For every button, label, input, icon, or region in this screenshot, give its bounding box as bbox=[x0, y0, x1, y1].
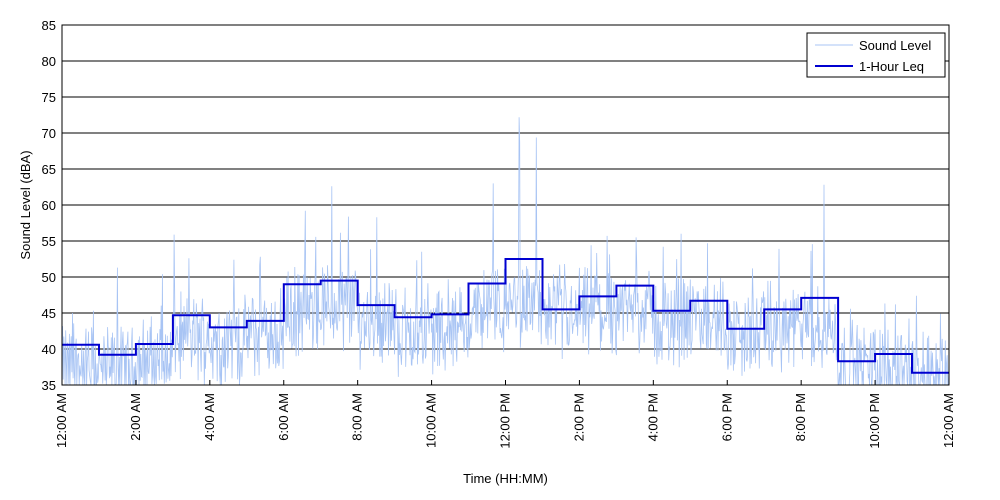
y-tick-label: 85 bbox=[42, 18, 56, 33]
y-tick-label: 50 bbox=[42, 270, 56, 285]
x-tick-label: 4:00 PM bbox=[645, 393, 660, 441]
legend: Sound Level 1-Hour Leq bbox=[806, 32, 946, 78]
x-tick-label: 12:00 AM bbox=[54, 393, 69, 448]
y-axis-label: Sound Level (dBA) bbox=[18, 150, 33, 259]
sound-level-series bbox=[61, 117, 950, 386]
y-tick-label: 60 bbox=[42, 198, 56, 213]
legend-box bbox=[806, 32, 946, 78]
y-tick-label: 65 bbox=[42, 162, 56, 177]
x-tick-label: 6:00 AM bbox=[276, 393, 291, 441]
legend-entry-leq: 1-Hour Leq bbox=[859, 59, 924, 74]
x-tick-label: 10:00 AM bbox=[424, 393, 439, 448]
grid-lines bbox=[62, 60, 949, 350]
x-tick-label: 6:00 PM bbox=[719, 393, 734, 441]
y-tick-label: 40 bbox=[42, 342, 56, 357]
x-tick-label: 12:00 AM bbox=[941, 393, 956, 448]
y-tick-label: 45 bbox=[42, 306, 56, 321]
x-tick-label: 10:00 PM bbox=[867, 393, 882, 449]
x-tick-label: 2:00 PM bbox=[571, 393, 586, 441]
x-tick-label: 8:00 PM bbox=[793, 393, 808, 441]
y-tick-label: 75 bbox=[42, 90, 56, 105]
y-tick-label: 55 bbox=[42, 234, 56, 249]
x-tick-label: 8:00 AM bbox=[350, 393, 365, 441]
x-tick-label: 4:00 AM bbox=[202, 393, 217, 441]
x-tick-label: 2:00 AM bbox=[128, 393, 143, 441]
sound-level-line bbox=[61, 117, 950, 386]
x-axis-ticks: 12:00 AM 2:00 AM 4:00 AM 6:00 AM 8:00 AM 10:0… bbox=[54, 380, 956, 449]
x-axis-label: Time (HH:MM) bbox=[463, 471, 548, 486]
legend-entry-sound-level: Sound Level bbox=[859, 38, 931, 53]
y-axis-ticks: 35 40 45 50 55 60 65 70 75 80 85 bbox=[42, 18, 56, 393]
y-tick-label: 80 bbox=[42, 54, 56, 69]
y-tick-label: 70 bbox=[42, 126, 56, 141]
leq-step-line bbox=[62, 258, 949, 374]
y-tick-label: 35 bbox=[42, 378, 56, 393]
leq-series bbox=[62, 258, 949, 374]
x-tick-label: 12:00 PM bbox=[498, 393, 513, 449]
